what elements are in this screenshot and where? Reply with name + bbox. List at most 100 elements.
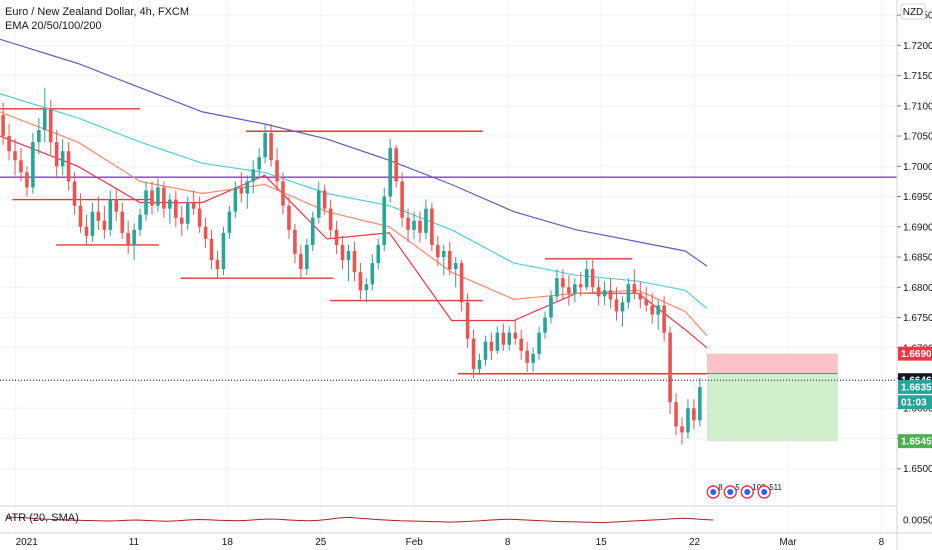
atr-legend[interactable]: ATR (20, SMA) — [5, 512, 79, 524]
candle-body — [400, 181, 404, 218]
candle-body — [179, 217, 184, 224]
candle-body — [370, 263, 375, 285]
candle-body — [48, 108, 53, 143]
candle-body — [150, 190, 154, 206]
candle-body — [245, 181, 250, 194]
candle-body — [686, 408, 690, 433]
date-tick-label: 11 — [129, 537, 140, 548]
price-tick-label: 1.66000 — [903, 404, 932, 415]
candle-body — [84, 226, 89, 236]
candle-body — [227, 211, 232, 233]
candle-body — [531, 353, 535, 363]
date-tick-label: Feb — [406, 537, 424, 548]
date-tick-label: 25 — [315, 537, 327, 548]
indicator-legend[interactable]: EMA 20/50/100/200 — [5, 20, 102, 32]
candle-body — [567, 287, 571, 294]
date-tick-label: 2021 — [16, 537, 39, 548]
candle-body — [626, 284, 631, 303]
candle-body — [412, 220, 416, 230]
candle-body — [209, 238, 214, 261]
candle-body — [596, 287, 601, 297]
price-badge-bg — [898, 346, 932, 361]
candle-body — [584, 269, 589, 288]
candle-body — [90, 211, 95, 236]
event-icon-count: 511 — [769, 483, 782, 492]
candle-body — [680, 426, 684, 433]
candle-body — [310, 217, 315, 245]
event-icon-dot — [761, 489, 768, 495]
candle-body — [275, 160, 279, 182]
price-tick-label: 1.70500 — [903, 132, 932, 143]
candle-body — [424, 208, 428, 233]
price-tick-label: 1.72000 — [903, 41, 932, 52]
candle-body — [328, 208, 333, 230]
candle-body — [549, 296, 553, 318]
candle-body — [43, 108, 47, 131]
price-tick-label: 1.71000 — [903, 101, 932, 112]
candle-body — [96, 211, 101, 221]
candle-body — [543, 317, 547, 333]
ema20-line — [0, 135, 708, 349]
candle-body — [382, 196, 387, 245]
candle-body — [293, 229, 297, 255]
candle-body — [108, 199, 113, 230]
event-icon-dot — [710, 489, 717, 495]
candle-body — [662, 305, 666, 333]
candle-body — [168, 199, 172, 209]
atr-tick-label: 0.00500 — [903, 516, 932, 527]
candle-body — [37, 130, 41, 143]
support-resistance-levels[interactable] — [0, 108, 897, 375]
ema100-line — [0, 93, 708, 309]
candle-body — [19, 160, 23, 173]
candle-body — [197, 208, 202, 227]
candle-body — [352, 250, 357, 273]
candlesticks — [1, 87, 702, 445]
candle-body — [191, 202, 196, 209]
candle-body — [1, 114, 5, 137]
price-tick-label: 1.68500 — [903, 253, 932, 264]
event-icons[interactable]: 8 5 102 511 — [706, 483, 783, 499]
date-tick-label: Mar — [779, 537, 797, 548]
candle-body — [495, 332, 500, 351]
price-badges: 1.669031.664631.6635201:031.65456 — [898, 346, 932, 449]
candle-body — [78, 205, 83, 227]
candle-body — [132, 229, 136, 245]
candle-body — [698, 387, 702, 421]
price-badge-text: 1.66352 — [901, 382, 932, 393]
candle-body — [156, 187, 160, 206]
ema50-line — [0, 111, 708, 337]
candle-body — [251, 169, 256, 182]
candle-body — [358, 272, 363, 291]
candle-body — [215, 260, 220, 270]
currency-label: NZD — [903, 7, 924, 18]
candle-body — [656, 305, 660, 315]
price-badge-text: 1.66903 — [901, 349, 932, 360]
currency-box — [900, 3, 926, 20]
atr-pane — [0, 505, 897, 524]
candle-body — [465, 302, 470, 339]
candle-body — [233, 187, 238, 212]
candle-body — [60, 151, 65, 167]
chart-title[interactable]: Euro / New Zealand Dollar, 4h, FXCM — [5, 6, 190, 18]
candle-body — [537, 332, 541, 354]
candle-body — [590, 269, 595, 288]
stop-zone — [707, 353, 838, 374]
candle-body — [281, 181, 285, 206]
event-icon-dot — [744, 489, 751, 495]
candle-body — [459, 263, 464, 303]
candle-body — [340, 244, 345, 261]
candle-body — [126, 232, 130, 245]
atr-line — [6, 516, 714, 524]
candle-body — [578, 284, 583, 288]
candle-body — [442, 250, 446, 258]
price-tick-label: 1.71500 — [903, 71, 932, 82]
candle-body — [638, 293, 643, 300]
price-badge-bg — [898, 434, 932, 449]
candle-body — [287, 205, 291, 230]
candle-body — [114, 199, 119, 212]
candle-body — [72, 181, 77, 206]
candle-body — [394, 148, 398, 182]
position-tool[interactable] — [707, 353, 838, 442]
price-tick-label: 1.68000 — [903, 283, 932, 294]
